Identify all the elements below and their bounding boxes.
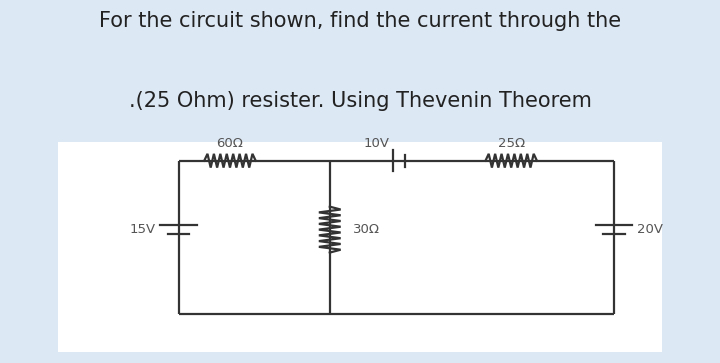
Text: 30Ω: 30Ω [353, 223, 379, 236]
Text: 20V: 20V [637, 223, 663, 236]
Text: 25Ω: 25Ω [498, 137, 525, 150]
Text: 15V: 15V [130, 223, 156, 236]
Text: 60Ω: 60Ω [217, 137, 243, 150]
Text: .(25 Ohm) resister. Using Thevenin Theorem: .(25 Ohm) resister. Using Thevenin Theor… [129, 91, 591, 111]
Text: For the circuit shown, find the current through the: For the circuit shown, find the current … [99, 11, 621, 31]
Text: 10V: 10V [364, 137, 390, 150]
